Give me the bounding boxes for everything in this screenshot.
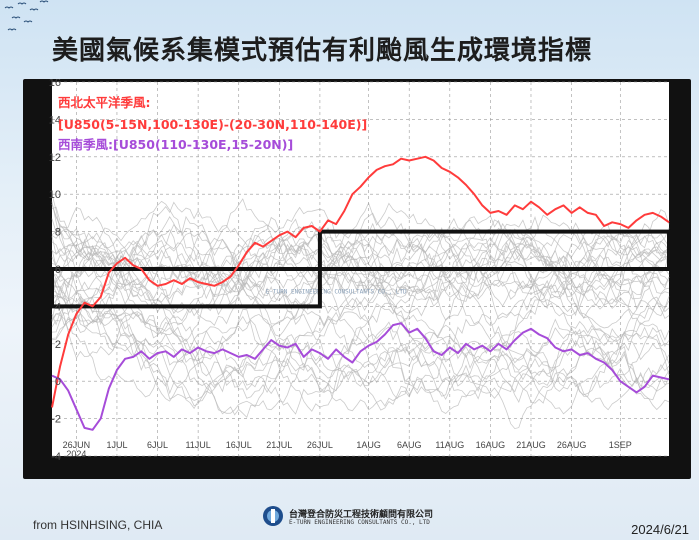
x-tick-label: 6AUG	[397, 440, 422, 450]
x-tick-label: 16AUG	[476, 440, 506, 450]
y-tick-label: 10	[49, 189, 61, 201]
series-line	[51, 322, 670, 431]
y-tick-labels: -4 -2 0 2 4 6 8 10 12 14 16	[49, 79, 61, 463]
company-name-en: E-TURN ENGINEERING CONSULTANTS CO., LTD	[289, 519, 430, 526]
highlight-box	[317, 229, 671, 272]
chart-svg: E-TURN ENGINEERING CONSULTANTS CO., LTD …	[49, 79, 671, 463]
ensemble-members	[51, 194, 670, 430]
ensemble-member-line	[51, 283, 670, 412]
company-block: 台灣登合防災工程技術顧問有限公司 E-TURN ENGINEERING CONS…	[262, 505, 462, 535]
highlight-box	[50, 267, 322, 309]
x-tick-label: 1JUL	[106, 440, 127, 450]
x-tick-label: 11AUG	[435, 440, 464, 450]
x-tick-label: 1SEP	[609, 440, 632, 450]
ensemble-member-line	[51, 215, 670, 322]
y-tick-label: 16	[49, 79, 61, 89]
highlight-boxes	[50, 229, 671, 309]
ensemble-member-line	[51, 300, 670, 430]
year-label: 2024	[66, 449, 86, 459]
ensemble-member-line	[51, 274, 670, 415]
y-tick-label: -4	[51, 451, 61, 463]
page-title: 美國氣候系集模式預估有利颱風生成環境指標	[52, 36, 593, 66]
x-tick-label: 16JUL	[226, 440, 252, 450]
ensemble-member-line	[51, 198, 670, 320]
ensemble-member-line	[51, 293, 670, 401]
x-tick-label: 21AUG	[516, 440, 546, 450]
ensemble-member-line	[51, 218, 670, 333]
series-lines	[51, 155, 670, 431]
x-tick-labels: 26JUN 1JUL 6JUL 11JUL 16JUL 21JUL 26JUL 1AUG 6AU…	[63, 440, 632, 450]
series-line	[51, 155, 670, 408]
legend-entry: 西北太平洋季風:	[58, 95, 151, 110]
y-tick-label: 12	[49, 152, 61, 164]
ensemble-member-line	[51, 216, 670, 336]
y-tick-label: -2	[51, 414, 61, 426]
birds-decoration	[4, 0, 49, 31]
company-name: 台灣登合防災工程技術顧問有限公司	[289, 510, 434, 520]
x-tick-label: 26AUG	[557, 440, 587, 450]
ensemble-member-line	[51, 206, 670, 343]
watermark-text: E-TURN ENGINEERING CONSULTANTS CO., LTD	[266, 288, 407, 295]
ensemble-member-line	[51, 201, 670, 399]
ensemble-member-line	[51, 240, 670, 306]
x-tick-label: 6JUL	[147, 440, 168, 450]
x-tick-label: 26JUN	[63, 440, 91, 450]
legend-entry: [U850(5-15N,100-130E)-(20-30N,110-140E)]	[58, 117, 367, 132]
y-tick-label: 2	[55, 339, 61, 351]
y-tick-label: 0	[55, 376, 61, 388]
chart-panel: E-TURN ENGINEERING CONSULTANTS CO., LTD …	[23, 79, 691, 479]
source-credit: from HSINHSING, CHIA	[33, 518, 163, 532]
company-logo-icon	[263, 506, 283, 526]
legend-entry: 西南季風:[U850(110-130E,15-20N)]	[58, 137, 293, 152]
date-label: 2024/6/21	[631, 522, 689, 537]
x-tick-label: 26JUL	[307, 440, 333, 450]
legend: 西北太平洋季風: [U850(5-15N,100-130E)-(20-30N,11…	[58, 95, 367, 152]
ensemble-member-line	[51, 271, 670, 412]
ensemble-member-line	[51, 238, 670, 300]
ensemble-member-line	[51, 294, 670, 415]
ensemble-member-line	[51, 194, 670, 404]
y-tick-label: 14	[49, 114, 61, 126]
x-tick-label: 1AUG	[356, 440, 381, 450]
x-tick-label: 11JUL	[185, 440, 210, 450]
y-tick-label: 4	[55, 301, 61, 313]
x-tick-label: 21JUL	[266, 440, 292, 450]
y-tick-label: 6	[55, 264, 61, 276]
y-tick-label: 8	[55, 227, 61, 239]
